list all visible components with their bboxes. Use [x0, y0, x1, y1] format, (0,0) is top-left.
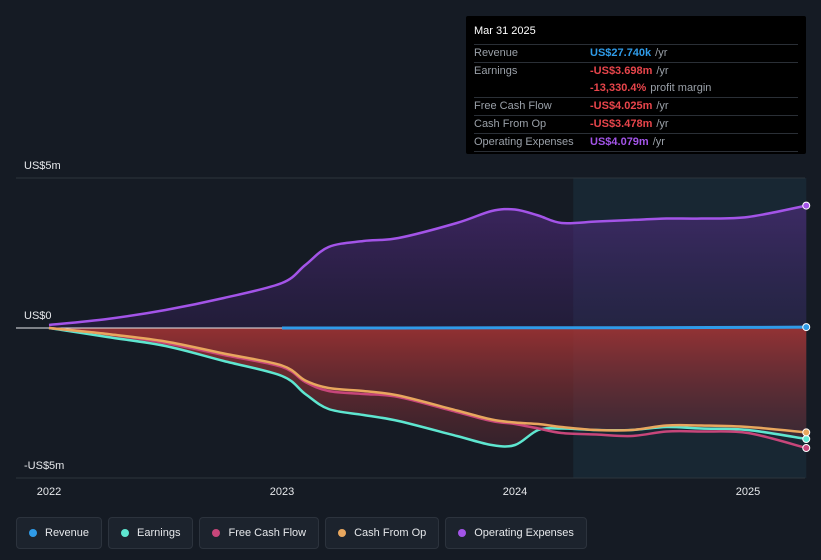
- y-label-bottom: -US$5m: [24, 460, 65, 472]
- tooltip-row: Free Cash Flow -US$4.025m/yr: [474, 97, 798, 115]
- cash-from-op-end-point: [802, 428, 811, 437]
- tooltip-row-label: Earnings: [474, 65, 518, 77]
- tooltip-row-suffix: /yr: [656, 65, 669, 77]
- legend-dot-icon: [29, 529, 37, 537]
- legend-dot-icon: [212, 529, 221, 537]
- x-tick-label: 2024: [503, 486, 527, 498]
- tooltip-row-value: US$27.740k: [590, 47, 652, 59]
- tooltip-row: Revenue US$27.740k/yr: [474, 44, 798, 62]
- tooltip-row-suffix: /yr: [656, 100, 669, 112]
- legend-label: Revenue: [45, 527, 90, 539]
- tooltip-row: Cash From Op -US$3.478m/yr: [474, 115, 798, 133]
- tooltip: Mar 31 2025 Revenue US$27.740k/yr Earnings…: [466, 16, 806, 154]
- legend-item-cash-from-op[interactable]: Cash From Op: [325, 517, 440, 549]
- tooltip-row: Earnings -US$3.698m/yr: [474, 62, 798, 80]
- revenue-end-point: [802, 323, 811, 332]
- chart-svg: 2022 2023 2024 2025: [16, 177, 811, 498]
- x-tick-label: 2025: [736, 486, 760, 498]
- tooltip-row-suffix: /yr: [655, 47, 668, 59]
- legend-dot-icon: [338, 529, 347, 537]
- tooltip-row-value: US$4.079m: [590, 136, 649, 148]
- legend-item-earnings[interactable]: Earnings: [108, 517, 194, 549]
- operating-expenses-line: [48, 204, 807, 327]
- tooltip-row-label: Operating Expenses: [474, 136, 574, 148]
- tooltip-row-value: -13,330.4%: [590, 82, 647, 94]
- y-label-top: US$5m: [24, 160, 61, 172]
- legend-dot-icon: [121, 529, 130, 537]
- legend-label: Earnings: [137, 527, 181, 539]
- tooltip-row-value: -US$4.025m: [590, 100, 653, 112]
- legend-item-operating-expenses[interactable]: Operating Expenses: [445, 517, 587, 549]
- legend-label: Operating Expenses: [474, 527, 574, 539]
- tooltip-row-label: Free Cash Flow: [474, 100, 552, 112]
- tooltip-row: -13,330.4% profit margin: [474, 80, 798, 97]
- revenue-line: [281, 325, 807, 330]
- legend-label: Free Cash Flow: [228, 527, 307, 539]
- cash-from-op-line: [48, 326, 807, 434]
- legend-item-free-cash-flow[interactable]: Free Cash Flow: [199, 517, 320, 549]
- x-tick-label: 2022: [37, 486, 61, 498]
- tooltip-row: Operating Expenses US$4.079m/yr: [474, 133, 798, 152]
- opex-area: [49, 205, 807, 328]
- legend: Revenue Earnings Free Cash Flow Cash From O…: [16, 517, 587, 549]
- operating-expenses-end-point: [802, 201, 811, 210]
- tooltip-row-suffix: /yr: [656, 118, 669, 130]
- tooltip-row-suffix: /yr: [652, 136, 665, 148]
- earnings-end-point: [802, 435, 811, 443]
- legend-label: Cash From Op: [354, 527, 427, 539]
- tooltip-row-label: Revenue: [474, 47, 519, 59]
- tooltip-row-label: Cash From Op: [474, 118, 547, 130]
- tooltip-row-suffix: profit margin: [650, 82, 712, 94]
- free-cash-flow-end-point: [802, 444, 811, 452]
- free-cash-flow-line: [48, 326, 807, 450]
- x-tick-label: 2023: [270, 486, 294, 498]
- y-label-zero: US$0: [24, 310, 52, 322]
- legend-item-revenue[interactable]: Revenue: [16, 517, 103, 549]
- earnings-line: [48, 326, 807, 448]
- tooltip-row-value: -US$3.698m: [590, 65, 653, 77]
- tooltip-row-value: -US$3.478m: [590, 118, 653, 130]
- legend-dot-icon: [458, 529, 467, 537]
- tooltip-date: Mar 31 2025: [474, 25, 536, 37]
